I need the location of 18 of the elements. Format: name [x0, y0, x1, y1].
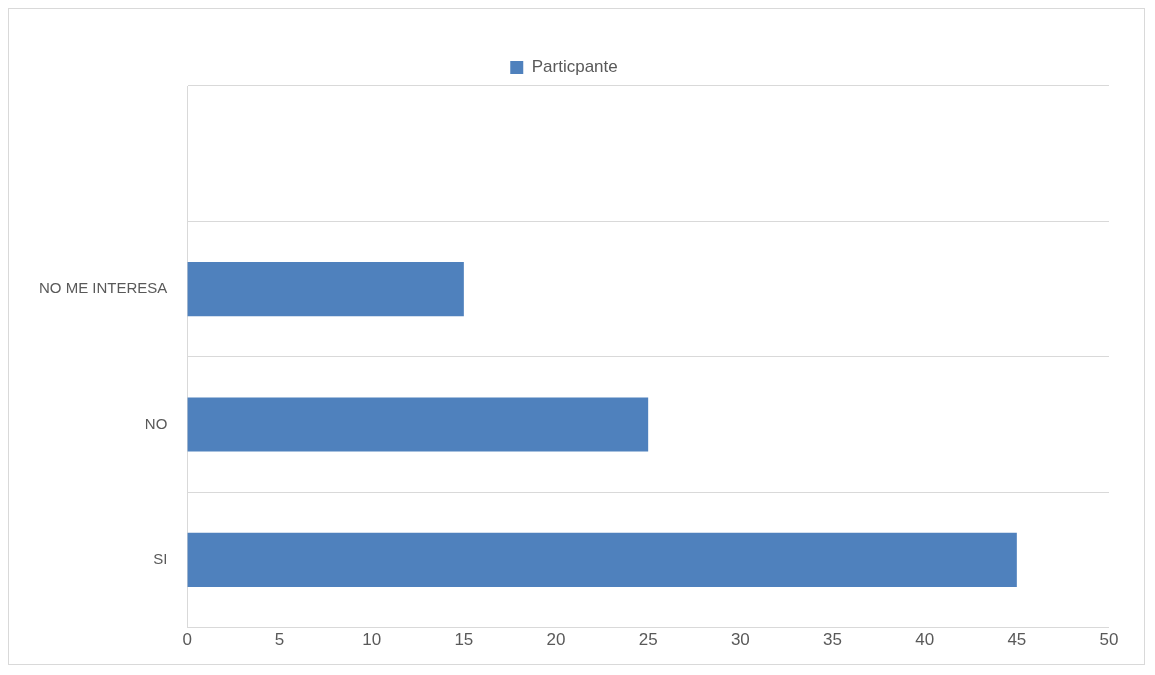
x-tick-label: 35 [823, 630, 842, 650]
bar [187, 262, 464, 317]
x-tick-label: 10 [362, 630, 382, 650]
y-tick-label: SI [153, 550, 168, 568]
x-tick-label: 20 [546, 630, 566, 650]
y-tick-label: NO ME INTERESA [38, 279, 168, 297]
x-tick-label: 5 [274, 630, 285, 650]
x-tick-label: 45 [1007, 630, 1027, 650]
bar [187, 397, 649, 452]
x-tick-label: 0 [182, 630, 193, 650]
x-tick-label: 30 [730, 630, 750, 650]
x-tick-label: 25 [638, 630, 658, 650]
x-tick-label: 15 [454, 630, 474, 650]
x-tick-label: 40 [915, 630, 935, 650]
x-tick-label: 50 [1099, 630, 1119, 650]
y-tick-label: NO [144, 414, 168, 432]
bar [187, 532, 1017, 587]
legend-label: Particpante [531, 57, 618, 77]
